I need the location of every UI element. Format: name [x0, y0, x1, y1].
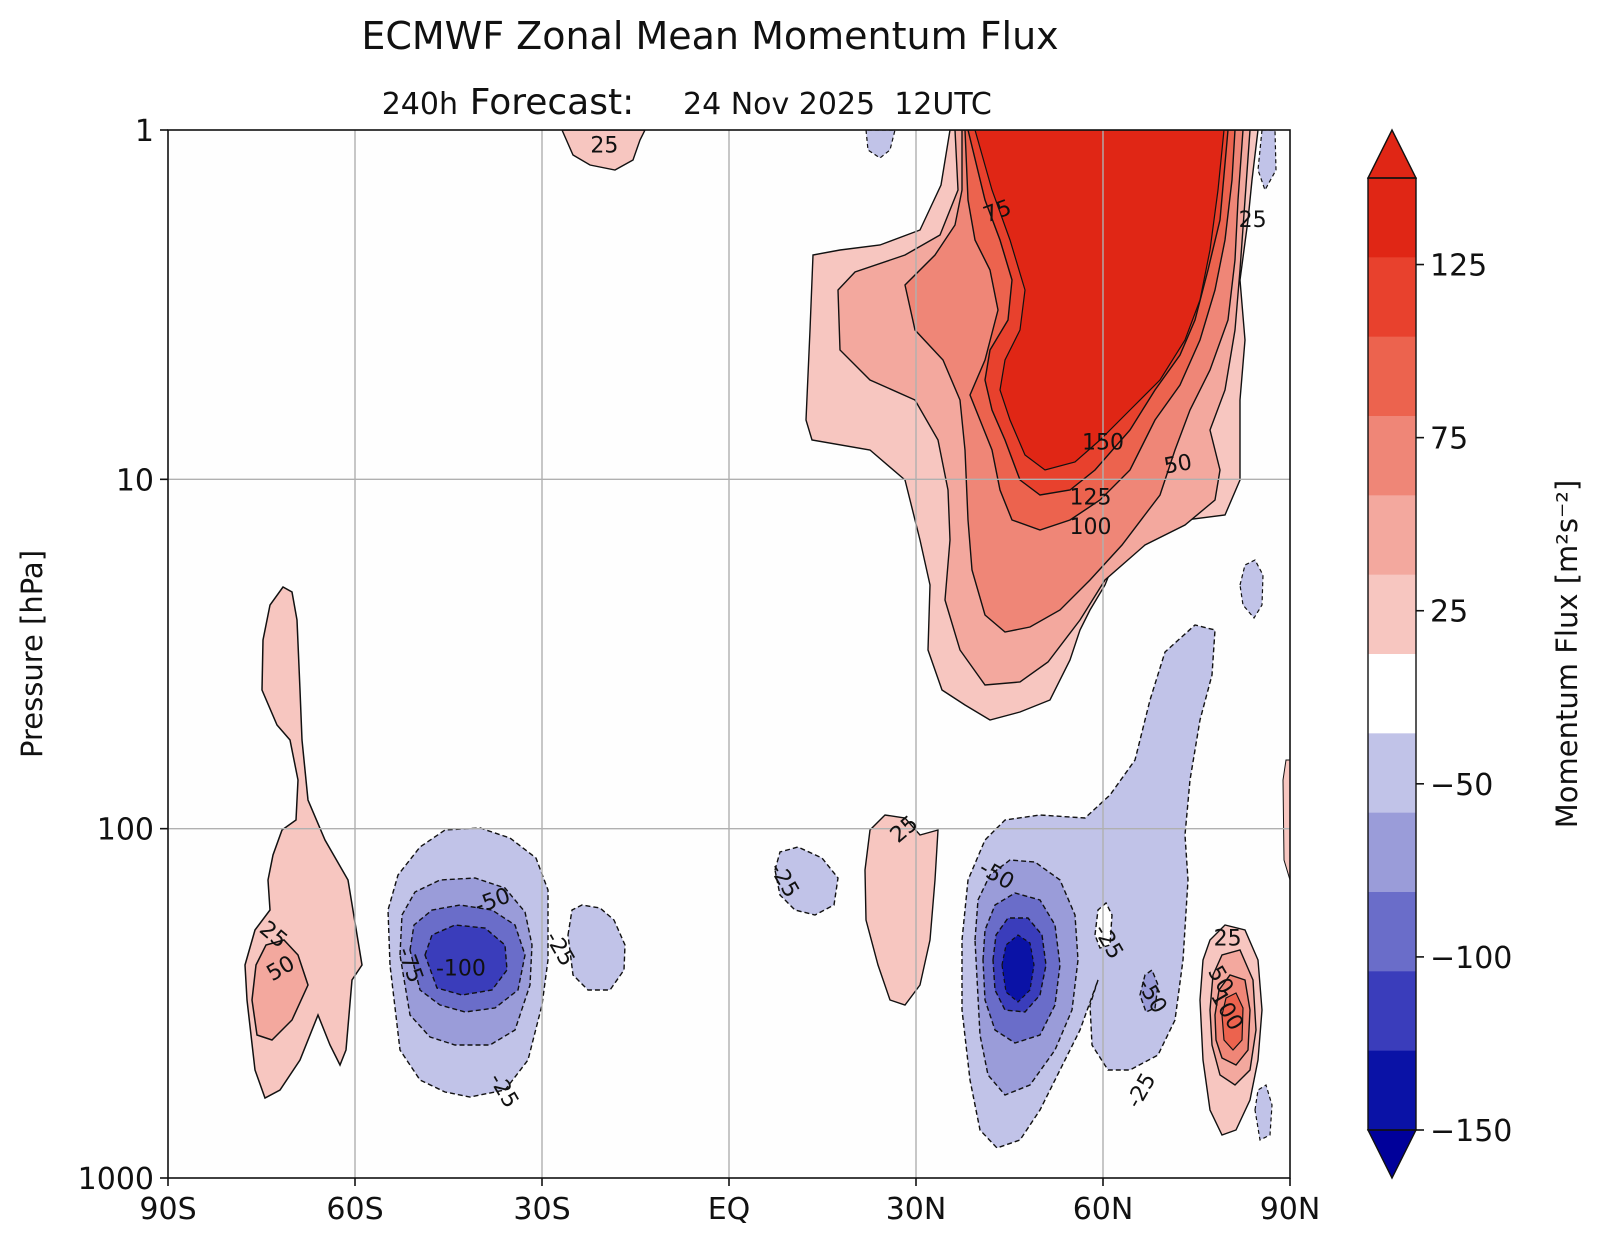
- colorbar-tick-label: −150: [1430, 1114, 1512, 1149]
- colorbar-segment: [1368, 416, 1416, 496]
- contour-label: 150: [1082, 431, 1124, 456]
- contour-fields: [244, 130, 1290, 1149]
- region-sh-subtrop-negative: [567, 904, 626, 991]
- contour-label: 25: [590, 133, 618, 158]
- region-nh-strat-negative-small: [1239, 559, 1264, 620]
- colorbar-segment: [1368, 892, 1416, 972]
- colorbar-segment: [1368, 1050, 1416, 1131]
- contour-label-text: 100: [1070, 515, 1112, 540]
- subtitle-forecast: Forecast:: [470, 82, 634, 123]
- x-tick-label: 90N: [1260, 1192, 1321, 1227]
- x-axis: 90S 60S 30S EQ 30N 60N 90N: [139, 1178, 1320, 1227]
- colorbar-tick-label: 25: [1430, 595, 1468, 630]
- region-nh-jet-150: [974, 130, 1225, 471]
- colorbar-tick-label: 125: [1430, 249, 1487, 284]
- contour-label-text: -100: [436, 957, 486, 982]
- colorbar-frame: [1367, 177, 1417, 1131]
- region-nh-upper-negative-small: [865, 130, 896, 159]
- region-nh-pole-negative-strip: [1257, 130, 1277, 192]
- region-nh-pole-negative-lower: [1254, 1084, 1273, 1141]
- region-sh-negative-100: [424, 924, 508, 996]
- contour-label: 100: [1070, 515, 1112, 540]
- x-tick-label: 60N: [1073, 1192, 1134, 1227]
- subtitle-date: 24 Nov 2025 12UTC: [683, 87, 992, 122]
- colorbar-tick-label: 75: [1430, 422, 1468, 457]
- x-tick-label: 30S: [513, 1192, 570, 1227]
- region-sh-positive-50: [251, 939, 309, 1041]
- y-tick-label: 100: [97, 813, 154, 848]
- colorbar: 125 75 25 −50 −100 −150: [1366, 128, 1512, 1180]
- colorbar-segment: [1368, 257, 1416, 338]
- contour-label-text: 25: [590, 133, 618, 158]
- subtitle-hours: 240h: [382, 87, 458, 122]
- contour-label: -100: [436, 957, 486, 982]
- x-tick-label: EQ: [708, 1192, 751, 1227]
- colorbar-extend-bottom: [1366, 1129, 1418, 1180]
- contour-label: 50: [1162, 450, 1194, 479]
- contour-label: 25: [1239, 208, 1267, 233]
- colorbar-extend-top: [1366, 128, 1418, 179]
- x-tick-label: 90S: [139, 1192, 196, 1227]
- region-nh-polar-positive-100: [1221, 992, 1244, 1051]
- y-tick-label: 1000: [78, 1162, 154, 1197]
- colorbar-segment: [1368, 574, 1416, 655]
- contour-label-text: 125: [1070, 486, 1112, 511]
- region-nh-pole-positive-strip: [1282, 759, 1290, 881]
- colorbar-segment: [1368, 178, 1416, 258]
- contour-label-text: 50: [1162, 450, 1194, 479]
- region-sh-upper-positive: [561, 130, 646, 171]
- region-nh-tropics-negative: [774, 846, 839, 916]
- grid-lines: [168, 130, 1290, 1178]
- colorbar-tick-label: −50: [1430, 768, 1493, 803]
- colorbar-segment: [1368, 654, 1416, 734]
- region-nh-subtrop-positive: [864, 814, 939, 1006]
- y-axis: 1 10 100 1000: [78, 114, 168, 1197]
- y-tick-label: 1: [135, 114, 154, 149]
- chart-title: ECMWF Zonal Mean Momentum Flux: [361, 14, 1058, 58]
- colorbar-label: Momentum Flux [m²s⁻²]: [1550, 480, 1584, 829]
- colorbar-tick-label: −100: [1430, 941, 1512, 976]
- colorbar-segment: [1368, 733, 1416, 814]
- contour-label-text: 25: [1239, 208, 1267, 233]
- region-nh-negative-125: [1001, 934, 1035, 1003]
- y-axis-label: Pressure [hPa]: [15, 550, 49, 758]
- region-nh-negative-50-east: [1139, 968, 1159, 1013]
- colorbar-segment: [1368, 971, 1416, 1052]
- contour-label: 125: [1070, 486, 1112, 511]
- contour-label-text: 25: [1214, 927, 1242, 952]
- contour-label-text: 150: [1082, 431, 1124, 456]
- colorbar-segment: [1368, 495, 1416, 576]
- contour-label: 25: [1214, 927, 1242, 952]
- x-tick-label: 30N: [886, 1192, 947, 1227]
- x-tick-label: 60S: [326, 1192, 383, 1227]
- y-tick-label: 10: [116, 463, 154, 498]
- colorbar-segment: [1368, 812, 1416, 893]
- colorbar-segment: [1368, 336, 1416, 417]
